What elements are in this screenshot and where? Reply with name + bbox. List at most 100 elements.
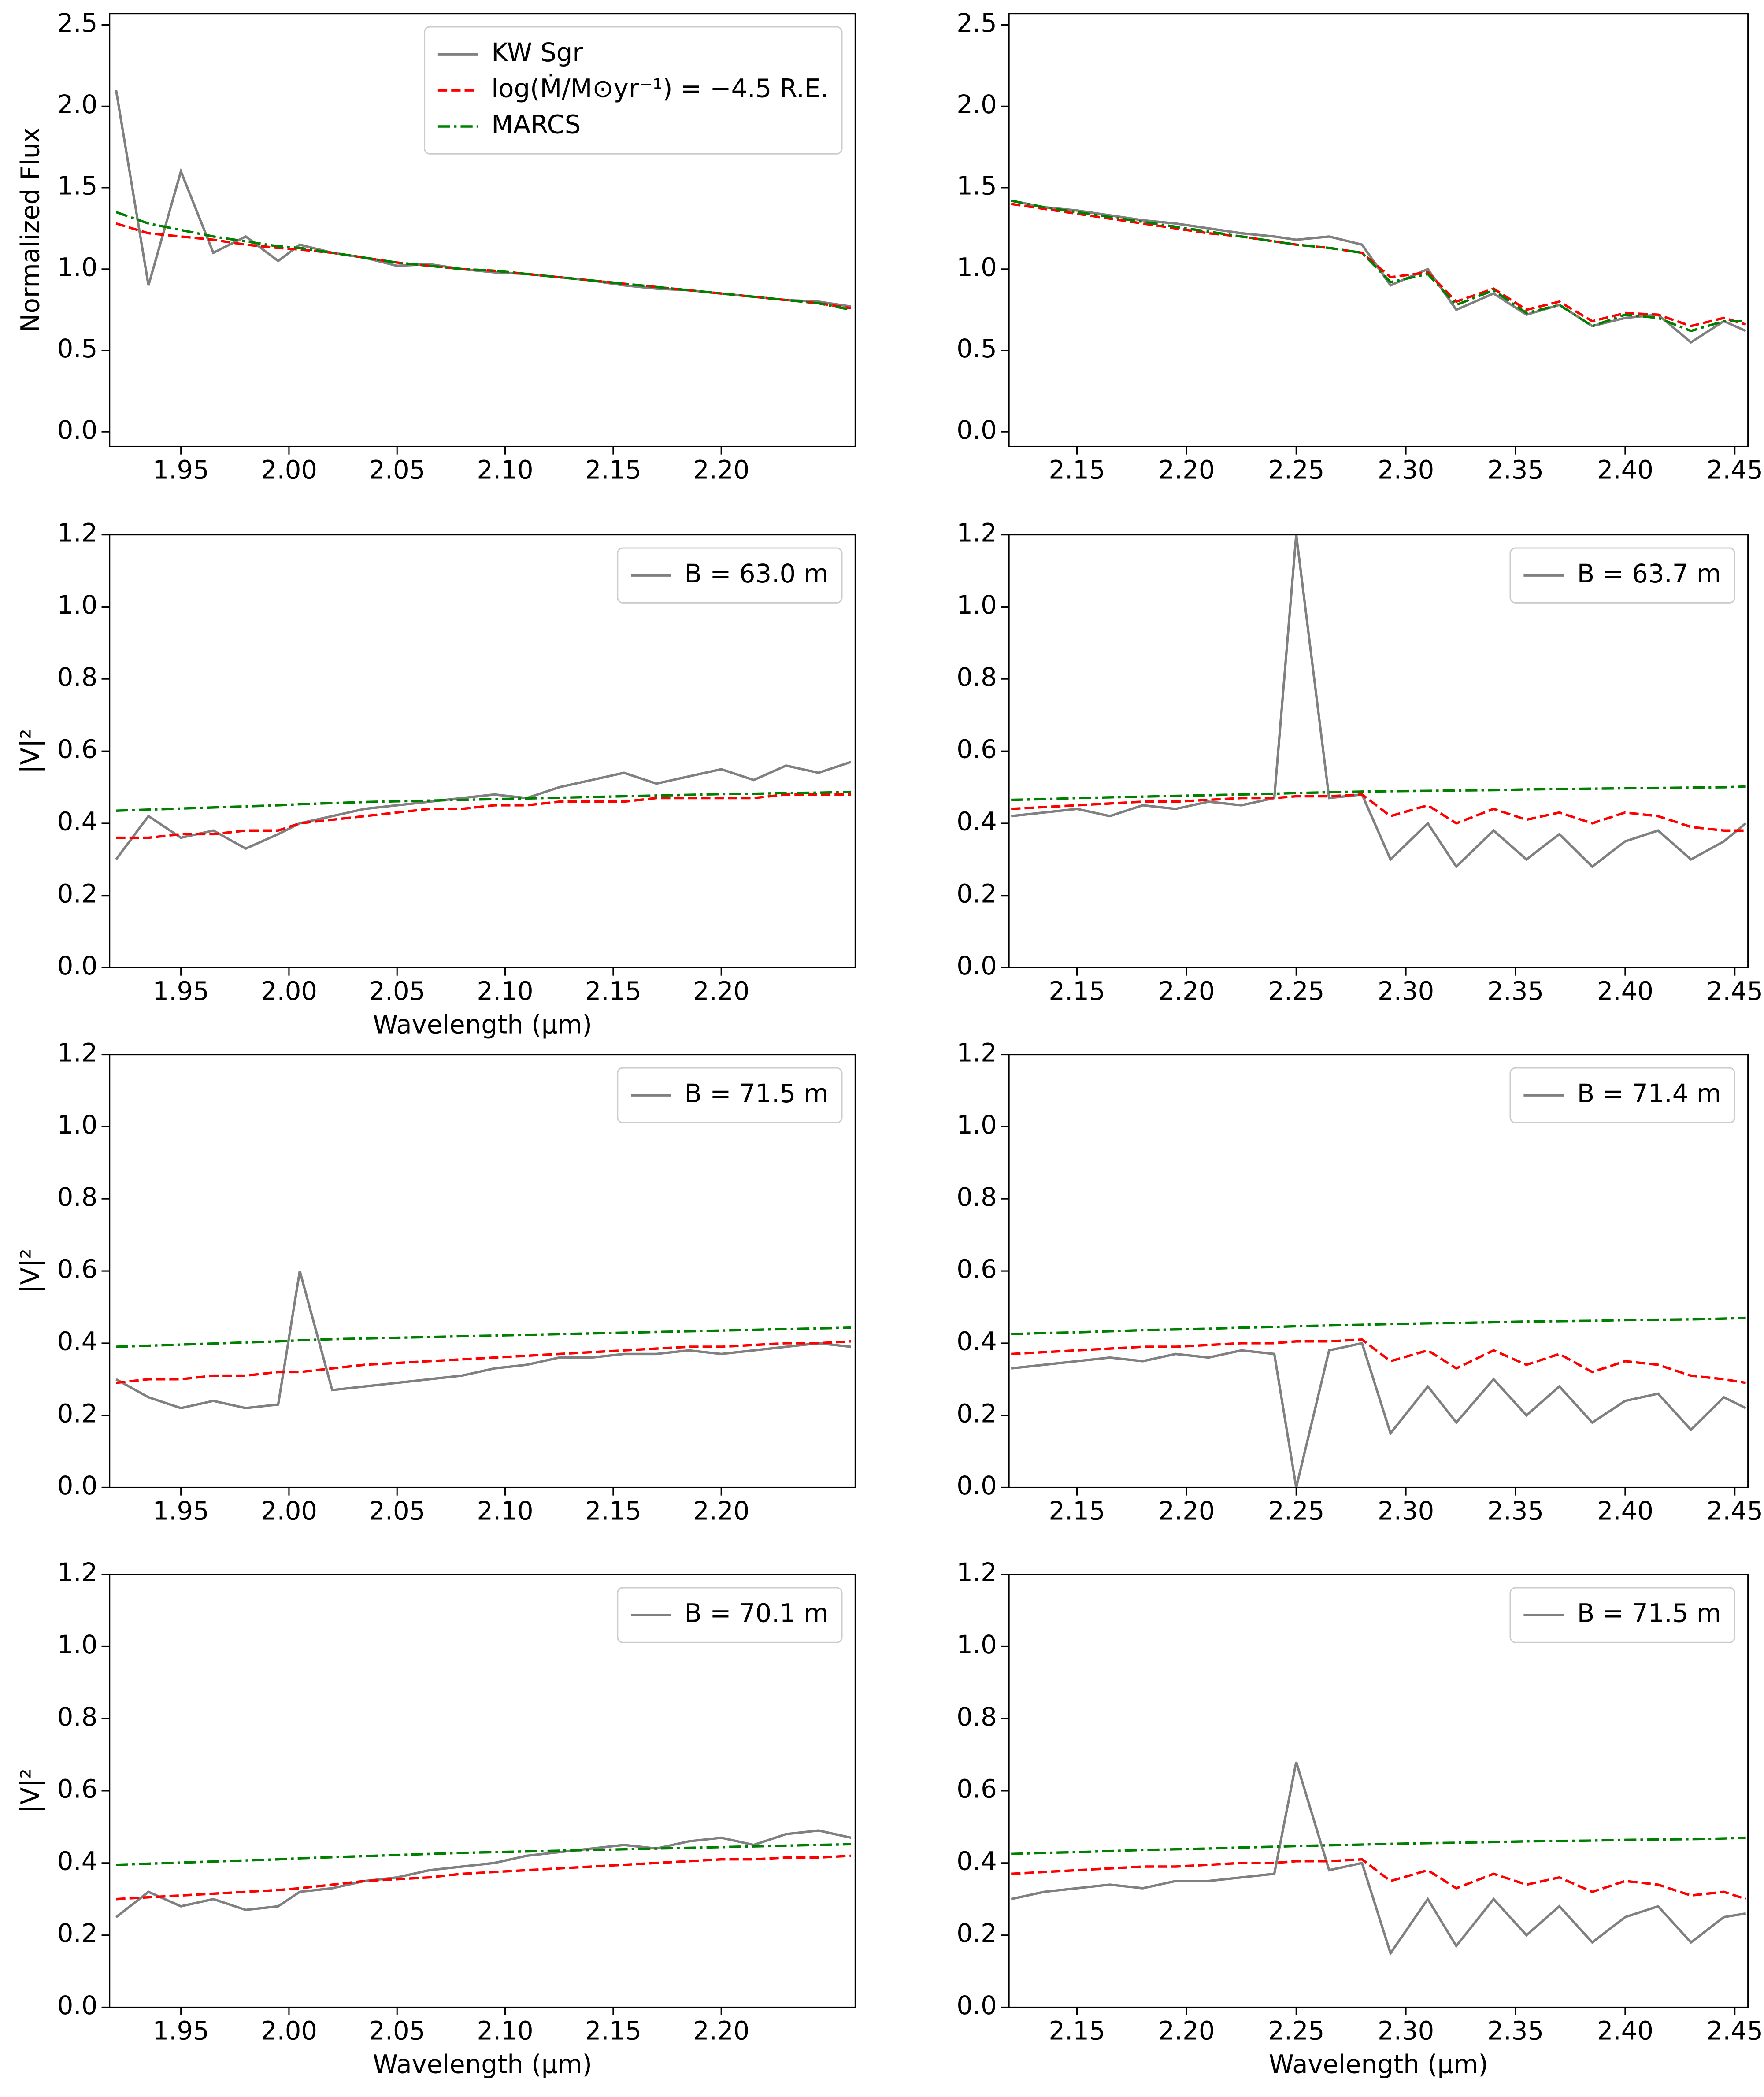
x-tick-label: 2.15 [585,1497,641,1526]
x-tick-label: 2.25 [1268,1497,1324,1526]
y-tick-label: 1.0 [956,1110,997,1140]
data-line [1011,534,1747,869]
x-tick-label: 2.25 [1268,977,1324,1006]
y-tick-label: 1.0 [57,1630,98,1660]
x-tick-label: 2.20 [1158,977,1215,1006]
y-tick-label: 0.4 [57,807,98,837]
y-tick-label: 0.6 [956,1255,997,1284]
y-tick-label: 1.2 [956,1558,997,1587]
x-tick-label: 2.15 [1049,2016,1105,2046]
data-line [1011,1858,1746,1901]
y-axis-label: |V|² [15,1768,45,1813]
legend: B = 70.1 m [617,1587,843,1643]
y-tick-label: 1.0 [57,1110,98,1140]
y-tick-label: 0.8 [956,1182,997,1212]
x-axis-label: Wavelength (μm) [373,1010,592,1040]
y-tick-label: 0.0 [956,1471,997,1501]
data-line [116,1843,851,1866]
y-tick-label: 0.8 [956,663,997,692]
y-tick-label: 1.2 [57,1038,98,1067]
x-axis-label: Wavelength (μm) [373,2050,592,2079]
legend-box [1509,1587,1735,1643]
x-tick-label: 2.45 [1707,977,1763,1006]
x-axis-label: Wavelength (μm) [1269,2050,1488,2079]
x-tick-label: 1.95 [152,977,209,1006]
legend-box [617,1587,843,1643]
data-line [1011,1338,1746,1384]
panel: 1.95 2.00 2.05 2.10 2.15 2.20 0.0 0.2 0.4 0.6 0.8 1… [15,1038,856,1526]
x-tick-label: 2.10 [477,456,533,485]
x-tick-label: 2.20 [693,977,749,1006]
y-tick-label: 1.0 [956,1630,997,1660]
x-tick-label: 2.30 [1378,456,1434,485]
y-tick-label: 0.4 [956,807,997,837]
data-line [1011,199,1746,344]
x-tick-label: 2.15 [585,2016,641,2046]
y-tick-label: 0.0 [956,415,997,445]
panel: 1.95 2.00 2.05 2.10 2.15 2.20 0.0 0.2 0.4 0.6 0.8 1… [15,1558,856,2079]
x-tick-label: 2.35 [1487,2016,1544,2046]
legend: B = 63.0 m [617,547,843,604]
data-line [1011,1341,1746,1488]
y-tick-label: 1.0 [57,252,98,282]
data-line [116,793,851,839]
data-line [115,761,852,860]
legend-label: B = 71.5 m [684,1079,828,1108]
x-tick-label: 2.15 [585,977,641,1006]
legend-label: MARCS [491,110,581,140]
legend-box [1509,1067,1735,1123]
legend-label: log(Ṁ/M⊙yr⁻¹) = −4.5 R.E. [491,74,828,104]
data-line [1011,785,1746,801]
y-tick-label: 1.0 [956,590,997,620]
y-tick-label: 0.8 [956,1702,997,1732]
panel: 2.15 2.20 2.25 2.30 2.35 2.40 2.45 0.0 0.2 0.4 0.6… [956,518,1763,1006]
data-line [116,1326,851,1348]
x-tick-label: 2.20 [1158,2016,1215,2046]
y-tick-label: 0.2 [57,879,98,908]
x-tick-label: 2.10 [477,1497,533,1526]
y-axis-label: |V|² [15,729,45,773]
axes-frame [109,13,856,448]
y-tick-label: 2.0 [57,90,98,119]
y-tick-label: 1.5 [956,171,997,201]
panel: 2.15 2.20 2.25 2.30 2.35 2.40 2.45 0.0 0.2 0.4 0.6… [956,1038,1763,1526]
x-tick-label: 2.15 [1049,977,1105,1006]
y-tick-label: 1.2 [57,518,98,548]
x-tick-label: 2.00 [261,977,317,1006]
legend-box [617,547,843,604]
legend-box [1509,547,1735,604]
x-tick-label: 2.35 [1487,977,1544,1006]
x-tick-label: 2.20 [693,456,749,485]
y-axis-label: Normalized Flux [15,128,45,333]
x-tick-label: 2.30 [1378,977,1434,1006]
panel: 2.15 2.20 2.25 2.30 2.35 2.40 2.45 0.0 0.5 1.0 1.5… [956,8,1763,485]
y-tick-label: 1.0 [57,590,98,620]
x-tick-label: 2.40 [1597,456,1653,485]
y-tick-label: 0.6 [57,1775,98,1804]
y-axis-label: |V|² [15,1249,45,1293]
y-tick-label: 0.6 [57,1255,98,1284]
data-line [115,211,852,311]
legend-label: B = 71.4 m [1577,1079,1721,1108]
x-tick-label: 2.20 [693,2016,749,2046]
x-tick-label: 1.95 [152,2016,209,2046]
axes-frame [1008,13,1749,448]
panel: 1.95 2.00 2.05 2.10 2.15 2.20 0.0 0.5 1.0 1.5 2.0 2… [15,8,856,485]
legend-label: B = 63.7 m [1577,559,1721,589]
x-tick-label: 2.35 [1487,1497,1544,1526]
y-tick-label: 0.6 [956,735,997,764]
x-tick-label: 2.00 [261,1497,317,1526]
x-tick-label: 2.10 [477,2016,533,2046]
y-tick-label: 0.4 [956,1846,997,1876]
y-tick-label: 0.5 [57,334,98,363]
y-tick-label: 0.2 [57,1919,98,1948]
data-line [1011,1761,1746,1956]
x-tick-label: 1.95 [152,456,209,485]
y-tick-label: 0.4 [57,1326,98,1356]
data-line [116,790,851,812]
x-tick-label: 2.45 [1707,456,1763,485]
y-tick-label: 0.5 [956,334,997,363]
x-tick-label: 2.00 [261,2016,317,2046]
data-line [1011,1836,1746,1856]
